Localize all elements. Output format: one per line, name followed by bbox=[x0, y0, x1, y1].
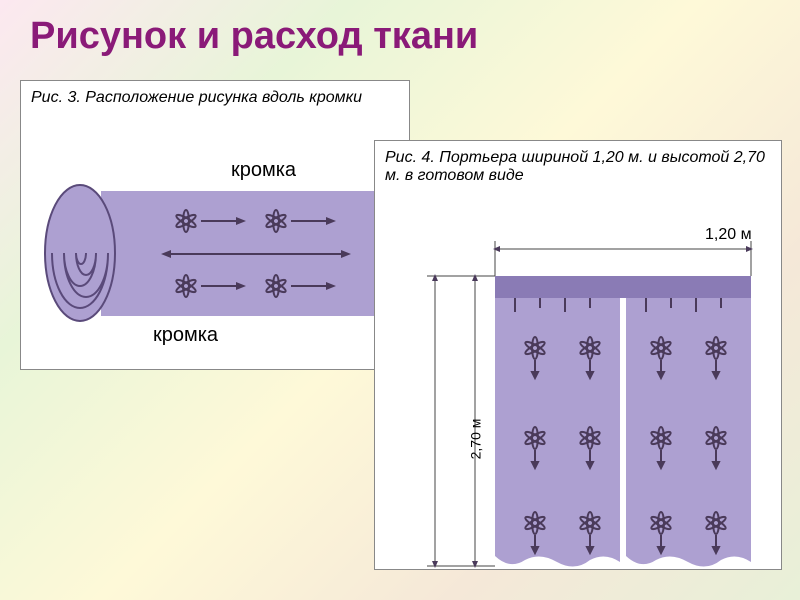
curtain-pattern-left bbox=[495, 298, 620, 556]
fabric-body bbox=[101, 191, 401, 316]
figure-3-caption: Рис. 3. Расположение рисунка вдоль кромк… bbox=[21, 81, 409, 115]
curtain-hem-right bbox=[626, 556, 751, 574]
fabric-pattern bbox=[101, 191, 401, 316]
fabric-roll-icon bbox=[41, 183, 119, 323]
curtain-panel-right bbox=[626, 298, 751, 556]
curtain-hem-left bbox=[495, 556, 620, 574]
label-kromka-top: кромка bbox=[231, 159, 296, 182]
curtain-header bbox=[495, 276, 751, 298]
curtain-panel-left bbox=[495, 298, 620, 556]
figure-4-panel: Рис. 4. Портьера шириной 1,20 м. и высот… bbox=[374, 140, 782, 570]
curtain-pattern-right bbox=[626, 298, 751, 556]
page-title: Рисунок и расход ткани bbox=[30, 15, 478, 58]
height-dim-label: 2,70 м bbox=[467, 419, 483, 460]
width-dim-label: 1,20 м bbox=[705, 226, 752, 244]
label-kromka-bottom: кромка bbox=[153, 324, 218, 347]
figure-3-panel: Рис. 3. Расположение рисунка вдоль кромк… bbox=[20, 80, 410, 370]
